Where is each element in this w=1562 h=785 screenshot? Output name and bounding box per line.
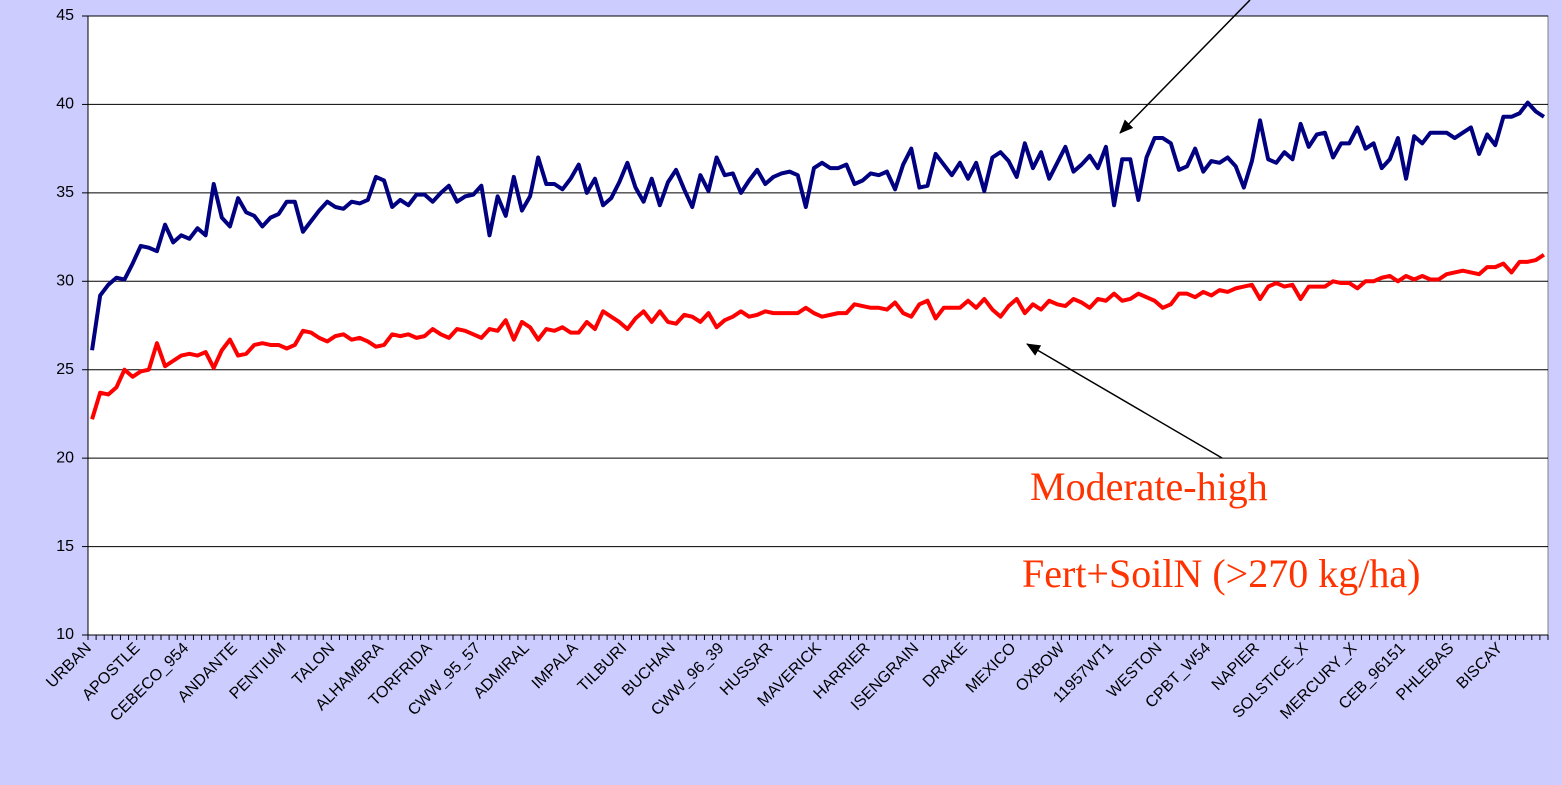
- arrow: [1119, 0, 1251, 134]
- annotation: Moderate-high: [1030, 464, 1268, 509]
- series-line: [90, 100, 1546, 351]
- x-tick-label: BISCAY: [1454, 640, 1507, 693]
- arrow: [1026, 343, 1223, 459]
- y-tick-label: 20: [56, 449, 74, 466]
- plot-area: [87, 15, 1549, 636]
- series-line: [90, 253, 1546, 420]
- x-tick-label: MEXICO: [963, 640, 1020, 697]
- y-tick-label: 25: [56, 361, 74, 378]
- y-tick-label: 30: [56, 273, 74, 290]
- x-tick-label: IMPALA: [529, 640, 582, 693]
- y-tick-label: 10: [56, 626, 74, 643]
- y-tick-label: 45: [56, 7, 74, 24]
- y-tick-label: 15: [56, 538, 74, 555]
- y-tick-label: 35: [56, 184, 74, 201]
- y-tick-label: 40: [56, 96, 74, 113]
- annotation: Fert+SoilN (>270 kg/ha): [1022, 551, 1420, 596]
- x-tick-label: TALON: [289, 640, 338, 689]
